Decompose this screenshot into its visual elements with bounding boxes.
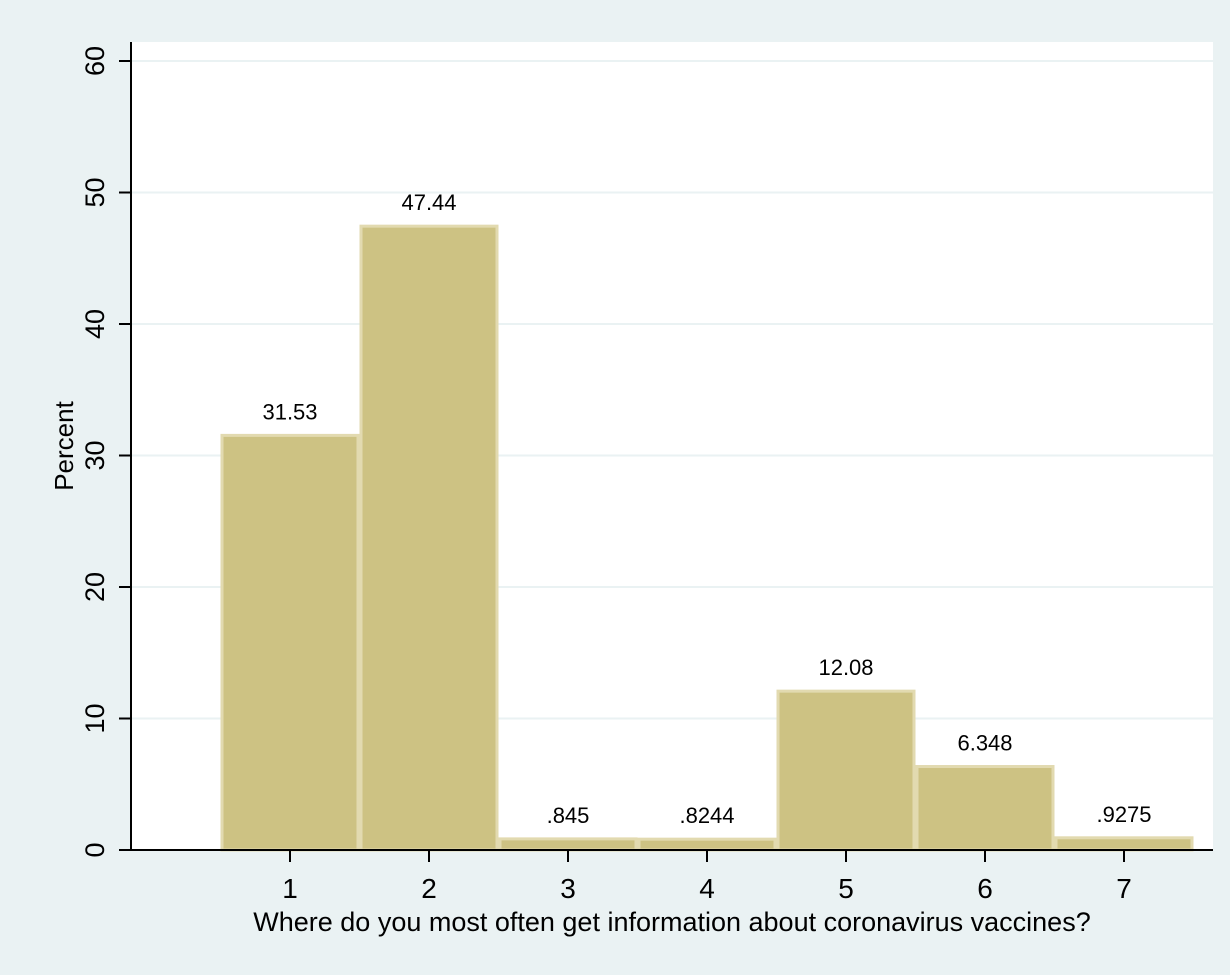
bar-value-label: 31.53 [262, 399, 317, 424]
bar-3 [498, 837, 638, 852]
y-axis-title: Percent [49, 400, 79, 490]
x-axis-ticks: 1 2 3 4 5 6 7 [282, 850, 1132, 904]
value-labels: 31.53 47.44 .845 .8244 12.08 6.348 .9275 [262, 190, 1151, 828]
x-tick-label: 3 [560, 873, 576, 904]
x-tick-label: 4 [699, 873, 715, 904]
bar-4 [637, 837, 777, 852]
y-tick-label: 20 [80, 572, 110, 602]
x-tick-label: 6 [977, 873, 993, 904]
bar-2 [359, 224, 499, 852]
bar-value-label: 6.348 [957, 731, 1012, 756]
bar-5 [776, 689, 916, 852]
x-tick-label: 1 [282, 873, 298, 904]
y-axis-ticks: 0 10 20 30 40 50 60 [80, 46, 131, 858]
bar-value-label: 12.08 [818, 655, 873, 680]
bars [220, 224, 1194, 852]
y-tick-label: 30 [80, 440, 110, 470]
y-tick-label: 10 [80, 703, 110, 733]
y-tick-label: 60 [80, 46, 110, 76]
bar-6 [915, 765, 1055, 852]
bar-7 [1054, 836, 1194, 852]
x-tick-label: 5 [838, 873, 854, 904]
bar-1 [220, 433, 360, 852]
bar-value-label: .8244 [679, 803, 734, 828]
y-tick-label: 0 [80, 842, 110, 857]
bar-value-label: 47.44 [401, 190, 456, 215]
y-tick-label: 50 [80, 177, 110, 207]
x-tick-label: 2 [421, 873, 437, 904]
x-axis-title: Where do you most often get information … [253, 907, 1090, 937]
x-tick-label: 7 [1116, 873, 1132, 904]
bar-value-label: .845 [547, 803, 590, 828]
bar-value-label: .9275 [1096, 802, 1151, 827]
y-tick-label: 40 [80, 309, 110, 339]
